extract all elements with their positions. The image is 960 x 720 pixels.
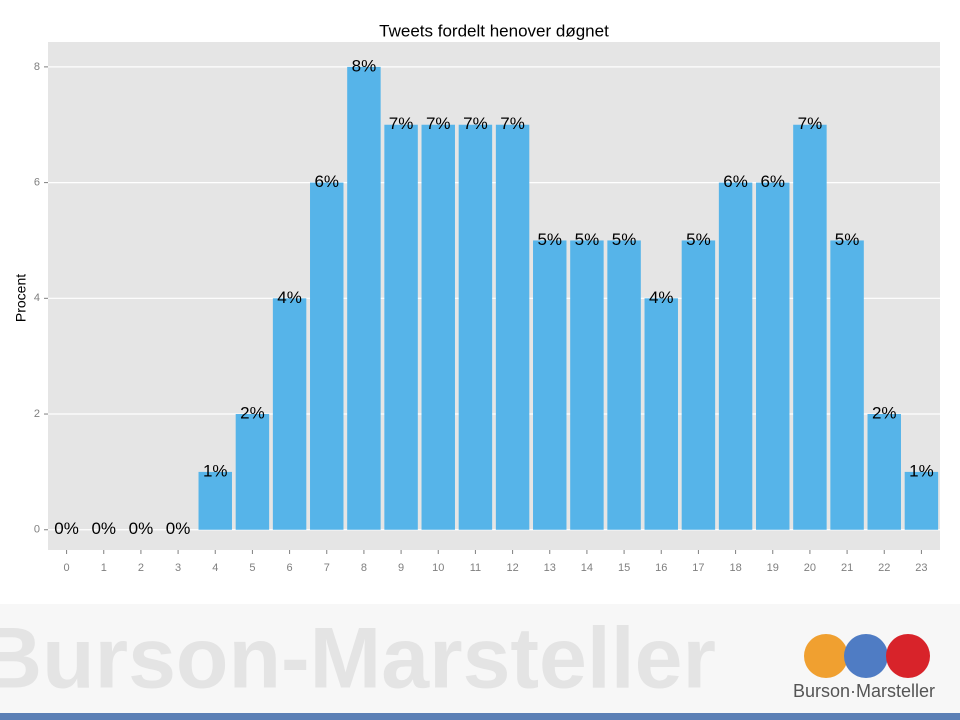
x-tick-label: 14 bbox=[581, 562, 593, 574]
x-tick-label: 21 bbox=[841, 562, 853, 574]
x-tick-label: 12 bbox=[506, 562, 518, 574]
value-label: 4% bbox=[649, 288, 674, 307]
bar bbox=[421, 124, 455, 530]
x-tick-label: 22 bbox=[878, 562, 890, 574]
value-label: 4% bbox=[277, 288, 302, 307]
bar bbox=[644, 298, 678, 530]
bar bbox=[495, 124, 530, 530]
value-label: 5% bbox=[835, 230, 860, 249]
x-tick-label: 9 bbox=[398, 562, 404, 574]
x-tick-label: 6 bbox=[287, 562, 293, 574]
value-label: 6% bbox=[314, 172, 339, 191]
watermark: Burson-Marsteller bbox=[0, 611, 716, 707]
bar bbox=[681, 240, 716, 530]
x-tick-label: 2 bbox=[138, 562, 144, 574]
x-tick-label: 8 bbox=[361, 562, 367, 574]
bar bbox=[830, 240, 864, 530]
bar bbox=[347, 66, 381, 530]
x-tick-label: 13 bbox=[544, 562, 556, 574]
bar bbox=[272, 298, 307, 530]
value-label: 2% bbox=[240, 404, 265, 423]
value-label: 5% bbox=[537, 230, 562, 249]
x-tick-label: 23 bbox=[915, 562, 927, 574]
value-label: 6% bbox=[760, 172, 785, 191]
bar bbox=[198, 471, 232, 530]
chart-title: Tweets fordelt henover døgnet bbox=[379, 21, 609, 40]
bar bbox=[384, 124, 418, 530]
value-label: 2% bbox=[872, 404, 897, 423]
value-label: 5% bbox=[686, 230, 711, 249]
y-tick-label: 4 bbox=[34, 292, 40, 304]
logo-globe bbox=[886, 634, 930, 678]
value-label: 1% bbox=[203, 461, 228, 480]
value-label: 6% bbox=[723, 172, 748, 191]
x-tick-label: 16 bbox=[655, 562, 667, 574]
x-tick-label: 10 bbox=[432, 562, 444, 574]
bar bbox=[533, 240, 567, 530]
x-tick-label: 0 bbox=[64, 562, 70, 574]
logo-globe bbox=[804, 634, 848, 678]
value-label: 7% bbox=[798, 114, 823, 133]
value-label: 1% bbox=[909, 461, 934, 480]
value-label: 0% bbox=[129, 519, 154, 538]
value-label: 0% bbox=[166, 519, 191, 538]
bar bbox=[458, 124, 493, 530]
value-label: 7% bbox=[500, 114, 525, 133]
footer-rule bbox=[0, 713, 960, 720]
bar bbox=[310, 182, 344, 530]
x-tick-label: 20 bbox=[804, 562, 816, 574]
x-tick-label: 7 bbox=[324, 562, 330, 574]
value-label: 0% bbox=[54, 519, 79, 538]
x-tick-label: 4 bbox=[212, 562, 218, 574]
x-tick-label: 15 bbox=[618, 562, 630, 574]
y-tick-label: 0 bbox=[34, 524, 40, 536]
value-label: 7% bbox=[389, 114, 414, 133]
bar bbox=[867, 414, 901, 530]
x-tick-label: 11 bbox=[470, 562, 481, 574]
value-label: 7% bbox=[426, 114, 451, 133]
footer-band bbox=[0, 604, 960, 720]
bar bbox=[756, 182, 790, 530]
value-label: 7% bbox=[463, 114, 488, 133]
y-tick-label: 2 bbox=[34, 408, 40, 420]
y-tick-label: 8 bbox=[34, 61, 40, 73]
bar bbox=[570, 240, 604, 530]
bar bbox=[793, 124, 827, 530]
x-tick-label: 17 bbox=[692, 562, 704, 574]
bar bbox=[718, 182, 753, 530]
bar bbox=[607, 240, 641, 530]
x-tick-label: 18 bbox=[729, 562, 741, 574]
x-tick-label: 5 bbox=[249, 562, 255, 574]
logo-text: Burson·Marsteller bbox=[793, 681, 935, 701]
x-tick-label: 3 bbox=[175, 562, 181, 574]
x-tick-label: 1 bbox=[101, 562, 107, 574]
y-tick-label: 6 bbox=[34, 177, 40, 189]
value-label: 0% bbox=[91, 519, 116, 538]
value-label: 5% bbox=[612, 230, 637, 249]
bar bbox=[235, 414, 270, 530]
value-label: 5% bbox=[575, 230, 600, 249]
plot-area bbox=[48, 42, 940, 550]
x-tick-label: 19 bbox=[767, 562, 779, 574]
value-label: 8% bbox=[352, 56, 377, 75]
y-axis-label: Procent bbox=[13, 274, 29, 322]
bar bbox=[904, 471, 939, 530]
logo-globe bbox=[844, 634, 888, 678]
